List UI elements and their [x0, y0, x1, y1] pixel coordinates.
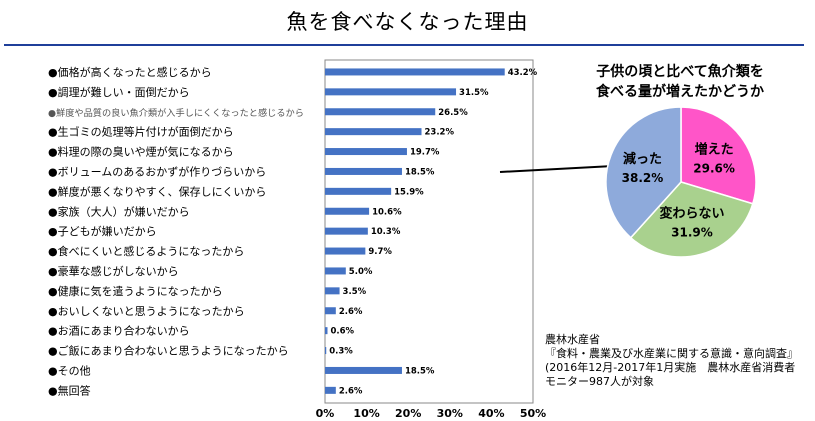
x-tick-label: 10%	[353, 407, 379, 420]
bar-value-label: 2.6%	[339, 307, 363, 317]
pie-title: 子供の頃と比べて魚介類を 食べる量が増えたかどうか	[575, 62, 785, 102]
bar	[325, 148, 407, 156]
source-note: 農林水産省 『食料・農業及び水産業に関する意識・意向調査』 (2016年12月-…	[545, 333, 798, 389]
bar-category-label: ●価格が高くなったと感じるから	[48, 65, 212, 79]
bar-category-label: ●健康に気を遣うようになったから	[48, 284, 223, 298]
pie-slice-label: 増えた	[695, 141, 734, 157]
bar-value-label: 15.9%	[394, 187, 424, 197]
x-tick-label: 20%	[395, 407, 421, 420]
bar	[325, 167, 402, 175]
bar	[325, 128, 422, 136]
bar-category-label: ●ボリュームのあるおかずが作りづらいから	[48, 164, 266, 178]
bar	[325, 207, 370, 215]
x-tick-label: 30%	[437, 407, 463, 420]
bar-category-label: ●食べにくいと感じるようになったから	[48, 244, 244, 258]
bar	[325, 108, 436, 116]
bar	[325, 287, 340, 295]
bar-value-label: 23.2%	[425, 128, 455, 138]
bar-value-label: 3.5%	[343, 287, 367, 297]
bar-value-label: 18.5%	[405, 366, 435, 376]
bar-category-label: ●おいしくないと思うようになったから	[48, 305, 245, 318]
bar-category-label: ●無回答	[48, 383, 91, 397]
bar-value-label: 31.5%	[459, 88, 489, 98]
pie-slice-label: 減った	[623, 151, 662, 167]
bar-category-label: ●ご飯にあまり合わないと思うようになったから	[48, 344, 289, 358]
source-line: (2016年12月-2017年1月実施 農林水産省消費者	[545, 361, 796, 374]
bar-value-label: 9.7%	[368, 247, 392, 257]
bar	[325, 187, 392, 195]
bar-category-label: ●鮮度や品質の良い魚介類が入手しにくくなったと感じるから	[48, 107, 304, 119]
pie-slice-value: 29.6%	[693, 161, 735, 175]
bar-value-label: 0.6%	[330, 327, 354, 337]
pie-slice-value: 31.9%	[671, 226, 713, 240]
bar-category-label: ●料理の際の臭いや煙が気になるから	[48, 145, 234, 159]
bar	[325, 68, 505, 76]
bar-category-label: ●生ゴミの処理等片付けが面倒だから	[48, 125, 234, 139]
pie-slice	[629, 181, 754, 258]
bar-value-label: 43.2%	[508, 68, 538, 78]
bar-value-label: 0.3%	[329, 347, 353, 357]
bar	[325, 267, 346, 275]
bar	[325, 227, 368, 235]
bar-value-label: 10.3%	[371, 227, 401, 237]
bar-category-label: ●豪華な感じがしないから	[48, 264, 179, 278]
bar-value-label: 2.6%	[339, 386, 363, 396]
bar-category-label: ●家族（大人）が嫌いだから	[48, 204, 190, 218]
source-line: モニター987人が対象	[545, 375, 654, 388]
bar-category-label: ●子どもが嫌いだから	[48, 224, 157, 238]
source-line: 農林水産省	[545, 333, 600, 346]
pie-slice	[605, 106, 682, 239]
bar	[325, 347, 327, 355]
pie-slice-value: 38.2%	[622, 171, 664, 185]
bar-category-label: ●お酒にあまり合わないから	[48, 324, 190, 338]
bar	[325, 327, 328, 335]
bar-value-label: 26.5%	[438, 108, 468, 118]
bar-value-label: 10.6%	[372, 207, 402, 217]
x-tick-label: 40%	[478, 407, 504, 420]
pie-slice-label: 変わらない	[659, 206, 724, 222]
bar-value-label: 5.0%	[349, 267, 373, 277]
bar-category-label: ●その他	[48, 364, 91, 377]
source-line: 『食料・農業及び水産業に関する意識・意向調査』	[545, 347, 798, 360]
page-title: 魚を食べなくなった理由	[286, 10, 529, 34]
bar	[325, 366, 402, 374]
bar	[325, 247, 366, 255]
bar-category-label: ●鮮度が悪くなりやすく、保存しにくいから	[48, 184, 266, 198]
pie-slice	[680, 106, 757, 205]
bar	[325, 386, 336, 394]
pie-title-line-2: 食べる量が増えたかどうか	[596, 84, 764, 100]
bar	[325, 88, 457, 96]
title-rule	[4, 44, 804, 46]
bar	[325, 307, 336, 315]
bar-value-label: 18.5%	[405, 167, 435, 177]
bar-category-label: ●調理が難しい・面倒だから	[48, 85, 190, 99]
bar-value-label: 19.7%	[410, 148, 440, 158]
x-tick-label: 0%	[316, 407, 335, 420]
pie-title-line-1: 子供の頃と比べて魚介類を	[596, 64, 764, 80]
x-tick-label: 50%	[520, 407, 546, 420]
